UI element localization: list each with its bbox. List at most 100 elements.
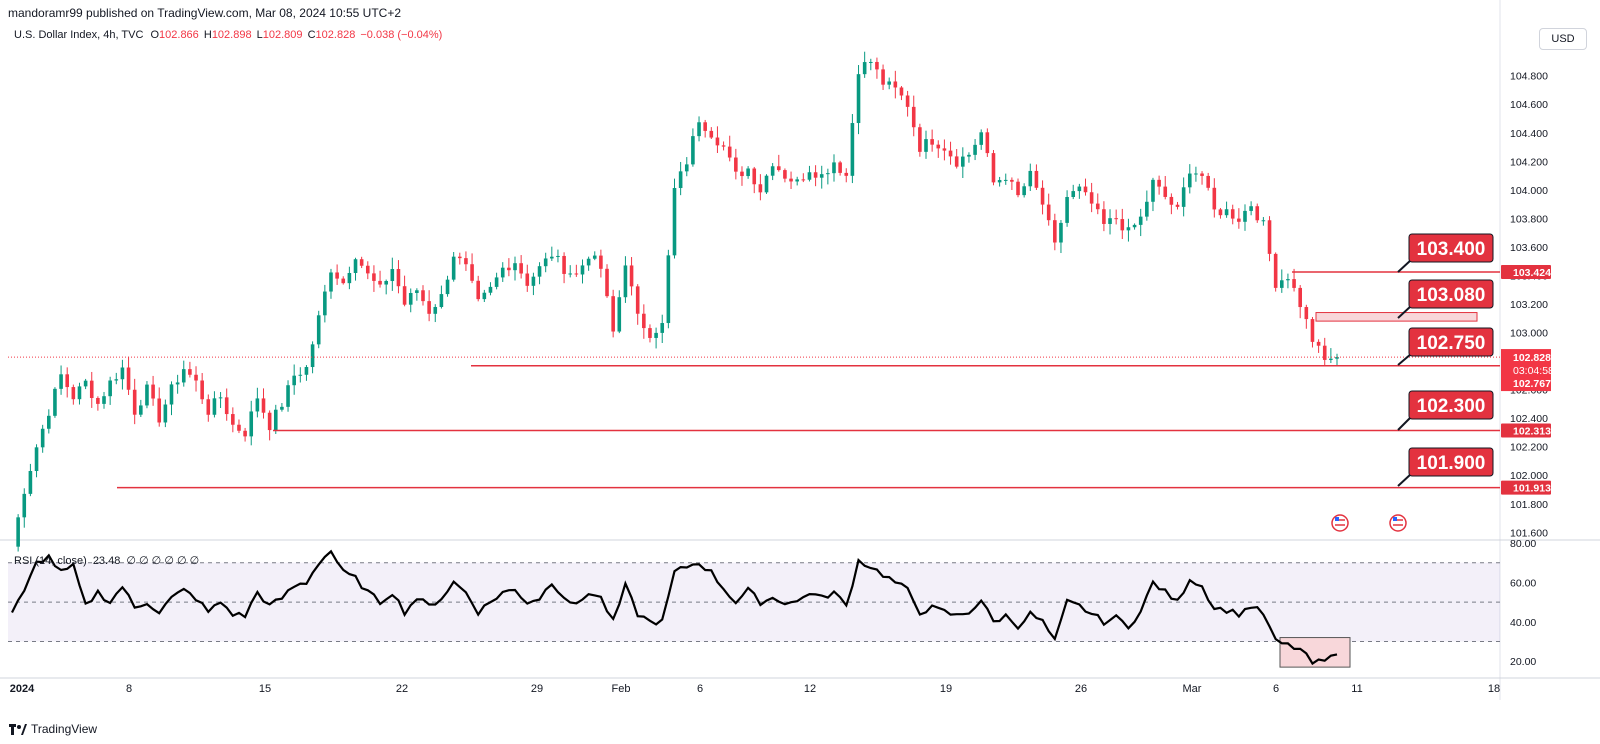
candle-body <box>684 164 689 172</box>
candle-body <box>881 69 885 85</box>
candle-body <box>568 273 573 275</box>
candle-body <box>592 255 597 259</box>
candle-body <box>623 265 628 298</box>
us-flag-event-icon[interactable] <box>1331 514 1349 532</box>
candle-body <box>519 263 523 274</box>
callout-label: 102.300 <box>1417 396 1486 417</box>
price-tick-label: 103.800 <box>1510 213 1548 225</box>
candle-body <box>648 328 652 338</box>
candle-body <box>985 132 990 154</box>
candle-body <box>1175 204 1180 207</box>
candle-body <box>464 258 468 265</box>
rsi-tick-label: 40.00 <box>1510 617 1536 629</box>
candle-body <box>550 256 554 259</box>
candle-body <box>77 386 82 400</box>
candle-body <box>280 406 284 410</box>
candle-body <box>973 144 977 155</box>
candle-body <box>819 174 824 178</box>
candle-body <box>918 127 922 152</box>
candle-body <box>660 323 665 333</box>
callout-pointer <box>1397 416 1412 431</box>
candle-body <box>1243 210 1247 222</box>
candle-body <box>776 166 781 171</box>
price-tick-label: 103.600 <box>1510 242 1548 254</box>
candle-body <box>709 130 714 138</box>
candle-body <box>1053 220 1057 243</box>
publish-header: mandoramr99 published on TradingView.com… <box>8 6 402 20</box>
candle-body <box>1200 173 1204 176</box>
currency-button[interactable]: USD <box>1539 28 1587 50</box>
candle-body <box>494 277 499 287</box>
candle-body <box>102 396 106 404</box>
candle-body <box>513 263 517 271</box>
price-tick-label: 103.000 <box>1510 328 1548 340</box>
candle-body <box>470 264 474 281</box>
candle-body <box>562 255 566 274</box>
candle-body <box>451 256 456 280</box>
rsi-legend: RSI (14, close) 23.48 ∅ ∅ ∅ ∅ ∅ ∅ <box>14 554 199 567</box>
time-tick-label: 18 <box>1488 683 1500 695</box>
candle-body <box>1003 179 1008 181</box>
candle-body <box>543 258 548 267</box>
time-tick-label: 22 <box>396 683 408 695</box>
callout-box <box>1408 279 1494 309</box>
candle-body <box>347 272 352 284</box>
candle-body <box>237 424 241 431</box>
candle-body <box>1132 224 1137 228</box>
candle-body <box>341 278 346 284</box>
candle-body <box>120 367 125 380</box>
candle-body <box>316 315 321 345</box>
supply-zone <box>1315 312 1478 322</box>
low-value: 102.809 <box>262 29 303 41</box>
candle-body <box>764 175 769 193</box>
candle-body <box>1089 192 1094 204</box>
candle-body <box>421 290 425 302</box>
candle-body <box>801 179 806 181</box>
candle-body <box>1206 175 1210 188</box>
candle-body <box>1194 173 1198 175</box>
price-tick-label: 104.800 <box>1510 71 1548 83</box>
candle-body <box>1114 218 1118 220</box>
us-flag-event-icon[interactable] <box>1389 514 1407 532</box>
candle-body <box>942 148 947 151</box>
candle-body <box>1071 191 1076 197</box>
candle-body <box>408 292 413 305</box>
candle-body <box>378 280 382 285</box>
candle-body <box>1304 307 1309 320</box>
candle-body <box>194 374 198 381</box>
candle-body <box>911 106 916 128</box>
time-tick-label: 6 <box>1273 683 1279 695</box>
candle-body <box>126 367 131 390</box>
candle-body <box>273 409 278 431</box>
candle-body <box>28 471 33 494</box>
candle-body <box>1255 206 1260 221</box>
callout-pointer <box>1397 259 1412 273</box>
time-tick-label: 12 <box>804 683 816 695</box>
rsi-placeholders: ∅ ∅ ∅ ∅ ∅ ∅ <box>126 555 200 567</box>
candle-body <box>1230 209 1235 219</box>
candle-body <box>586 258 591 266</box>
price-tick-label: 102.000 <box>1510 470 1548 482</box>
candle-body <box>359 259 364 266</box>
candle-body <box>1329 358 1333 360</box>
candle-body <box>1218 209 1223 216</box>
candle-body <box>783 170 787 179</box>
candle-body <box>132 389 137 415</box>
candle-body <box>1187 173 1192 188</box>
candle-body <box>617 297 622 332</box>
candle-body <box>402 286 407 305</box>
price-tick-label: 104.000 <box>1510 185 1548 197</box>
time-tick-label: 19 <box>940 683 952 695</box>
candle-body <box>218 397 223 399</box>
candle-body <box>384 281 388 285</box>
candle-body <box>1224 209 1229 216</box>
candle-body <box>948 150 953 157</box>
tradingview-brand[interactable]: TradingView <box>9 722 97 736</box>
price-tick-label: 104.200 <box>1510 156 1548 168</box>
candle-body <box>249 411 254 437</box>
candle-body <box>599 255 603 269</box>
candle-body <box>752 168 757 185</box>
time-tick-label: 11 <box>1351 683 1362 695</box>
candle-body <box>838 162 842 173</box>
